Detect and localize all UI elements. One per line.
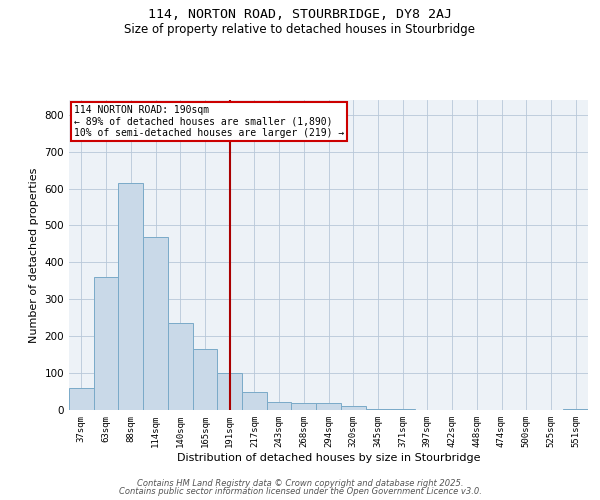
Bar: [69, 388, 94, 410]
Text: 114 NORTON ROAD: 190sqm
← 89% of detached houses are smaller (1,890)
10% of semi: 114 NORTON ROAD: 190sqm ← 89% of detache…: [74, 104, 344, 138]
Text: Size of property relative to detached houses in Stourbridge: Size of property relative to detached ho…: [125, 22, 476, 36]
Bar: [193, 349, 217, 410]
Bar: [118, 183, 143, 410]
Bar: [94, 277, 118, 410]
Bar: [267, 402, 292, 410]
Bar: [292, 402, 316, 410]
X-axis label: Distribution of detached houses by size in Stourbridge: Distribution of detached houses by size …: [177, 452, 480, 462]
Bar: [168, 324, 193, 410]
Y-axis label: Number of detached properties: Number of detached properties: [29, 168, 39, 342]
Text: 114, NORTON ROAD, STOURBRIDGE, DY8 2AJ: 114, NORTON ROAD, STOURBRIDGE, DY8 2AJ: [148, 8, 452, 20]
Bar: [217, 373, 242, 410]
Bar: [316, 404, 341, 410]
Bar: [143, 236, 168, 410]
Bar: [341, 406, 365, 410]
Text: Contains public sector information licensed under the Open Government Licence v3: Contains public sector information licen…: [119, 487, 481, 496]
Text: Contains HM Land Registry data © Crown copyright and database right 2025.: Contains HM Land Registry data © Crown c…: [137, 478, 463, 488]
Bar: [365, 409, 390, 410]
Bar: [242, 392, 267, 410]
